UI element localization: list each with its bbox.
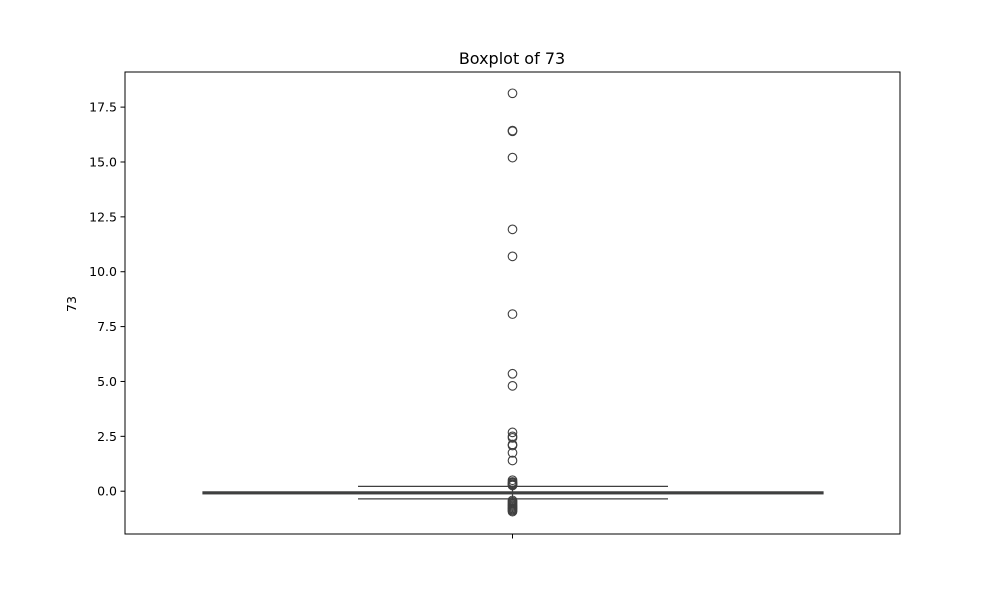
plot-area [202,88,824,517]
y-axis-ticks: 0.0 2.5 5.0 7.5 10.0 12.5 15.0 17.5 [89,100,125,499]
outlier-point [507,251,518,262]
outlier-point [507,224,518,235]
outlier-point [507,440,518,451]
outlier-point [507,309,518,319]
outlier-point [507,126,518,137]
outlier-point [507,480,518,491]
chart-title: Boxplot of 73 [459,49,565,68]
outlier-point [507,88,518,99]
outlier-point [507,427,518,438]
outlier-point [507,433,518,443]
y-tick-label: 5.0 [97,374,117,389]
y-axis-label: 73 [64,296,79,312]
outlier-point [507,447,518,458]
outlier-point [507,381,518,391]
y-tick-label: 10.0 [89,264,117,279]
outlier-point [507,506,518,517]
outlier-point [507,455,518,466]
y-tick-label: 12.5 [89,209,117,224]
y-tick-label: 2.5 [97,429,117,444]
outlier-point [507,368,518,379]
y-tick-label: 15.0 [89,154,117,169]
y-tick-label: 7.5 [97,319,117,334]
y-tick-label: 0.0 [97,484,117,499]
y-tick-label: 17.5 [89,100,117,115]
outlier-point [507,152,518,163]
